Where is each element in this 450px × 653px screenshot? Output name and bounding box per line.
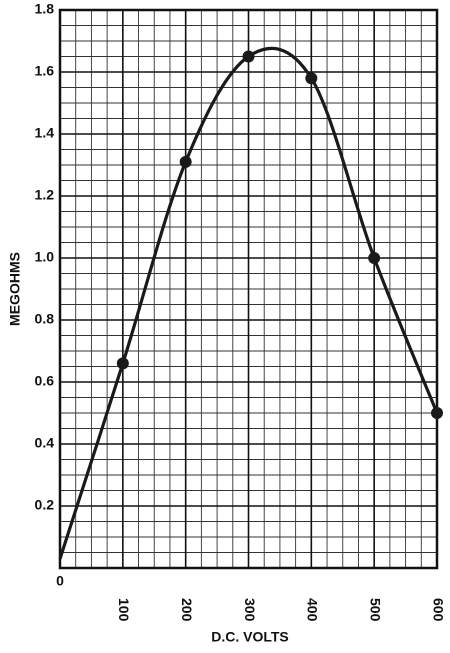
y-tick-label: 0.6 xyxy=(35,373,55,389)
point xyxy=(305,72,318,85)
y-tick-label: 1.8 xyxy=(35,1,55,17)
y-tick-label: 1.4 xyxy=(35,125,55,141)
y-tick-label: 0.4 xyxy=(35,435,55,451)
x-tick-label: 0 xyxy=(56,573,64,589)
y-tick-label: 1.2 xyxy=(35,187,55,203)
y-axis-title: MEGOHMS xyxy=(7,252,23,326)
y-tick-label: 1.6 xyxy=(35,63,55,79)
x-tick-label: 500 xyxy=(367,598,383,622)
x-tick-label: 200 xyxy=(179,598,195,622)
plot-frame xyxy=(58,8,439,570)
x-tick-label: 100 xyxy=(116,598,132,622)
y-tick-label: 0.2 xyxy=(35,497,55,513)
x-tick-label: 300 xyxy=(242,598,258,622)
x-tick-label: 400 xyxy=(305,598,321,622)
point xyxy=(116,357,129,370)
y-tick-label: 0.8 xyxy=(35,311,55,327)
point xyxy=(368,252,381,264)
y-tick-label: 1.0 xyxy=(35,249,55,265)
x-tick-label: 600 xyxy=(430,598,446,622)
x-axis-title: D.C. VOLTS xyxy=(211,629,289,645)
point xyxy=(431,407,443,419)
point xyxy=(242,50,255,63)
point xyxy=(179,155,192,168)
